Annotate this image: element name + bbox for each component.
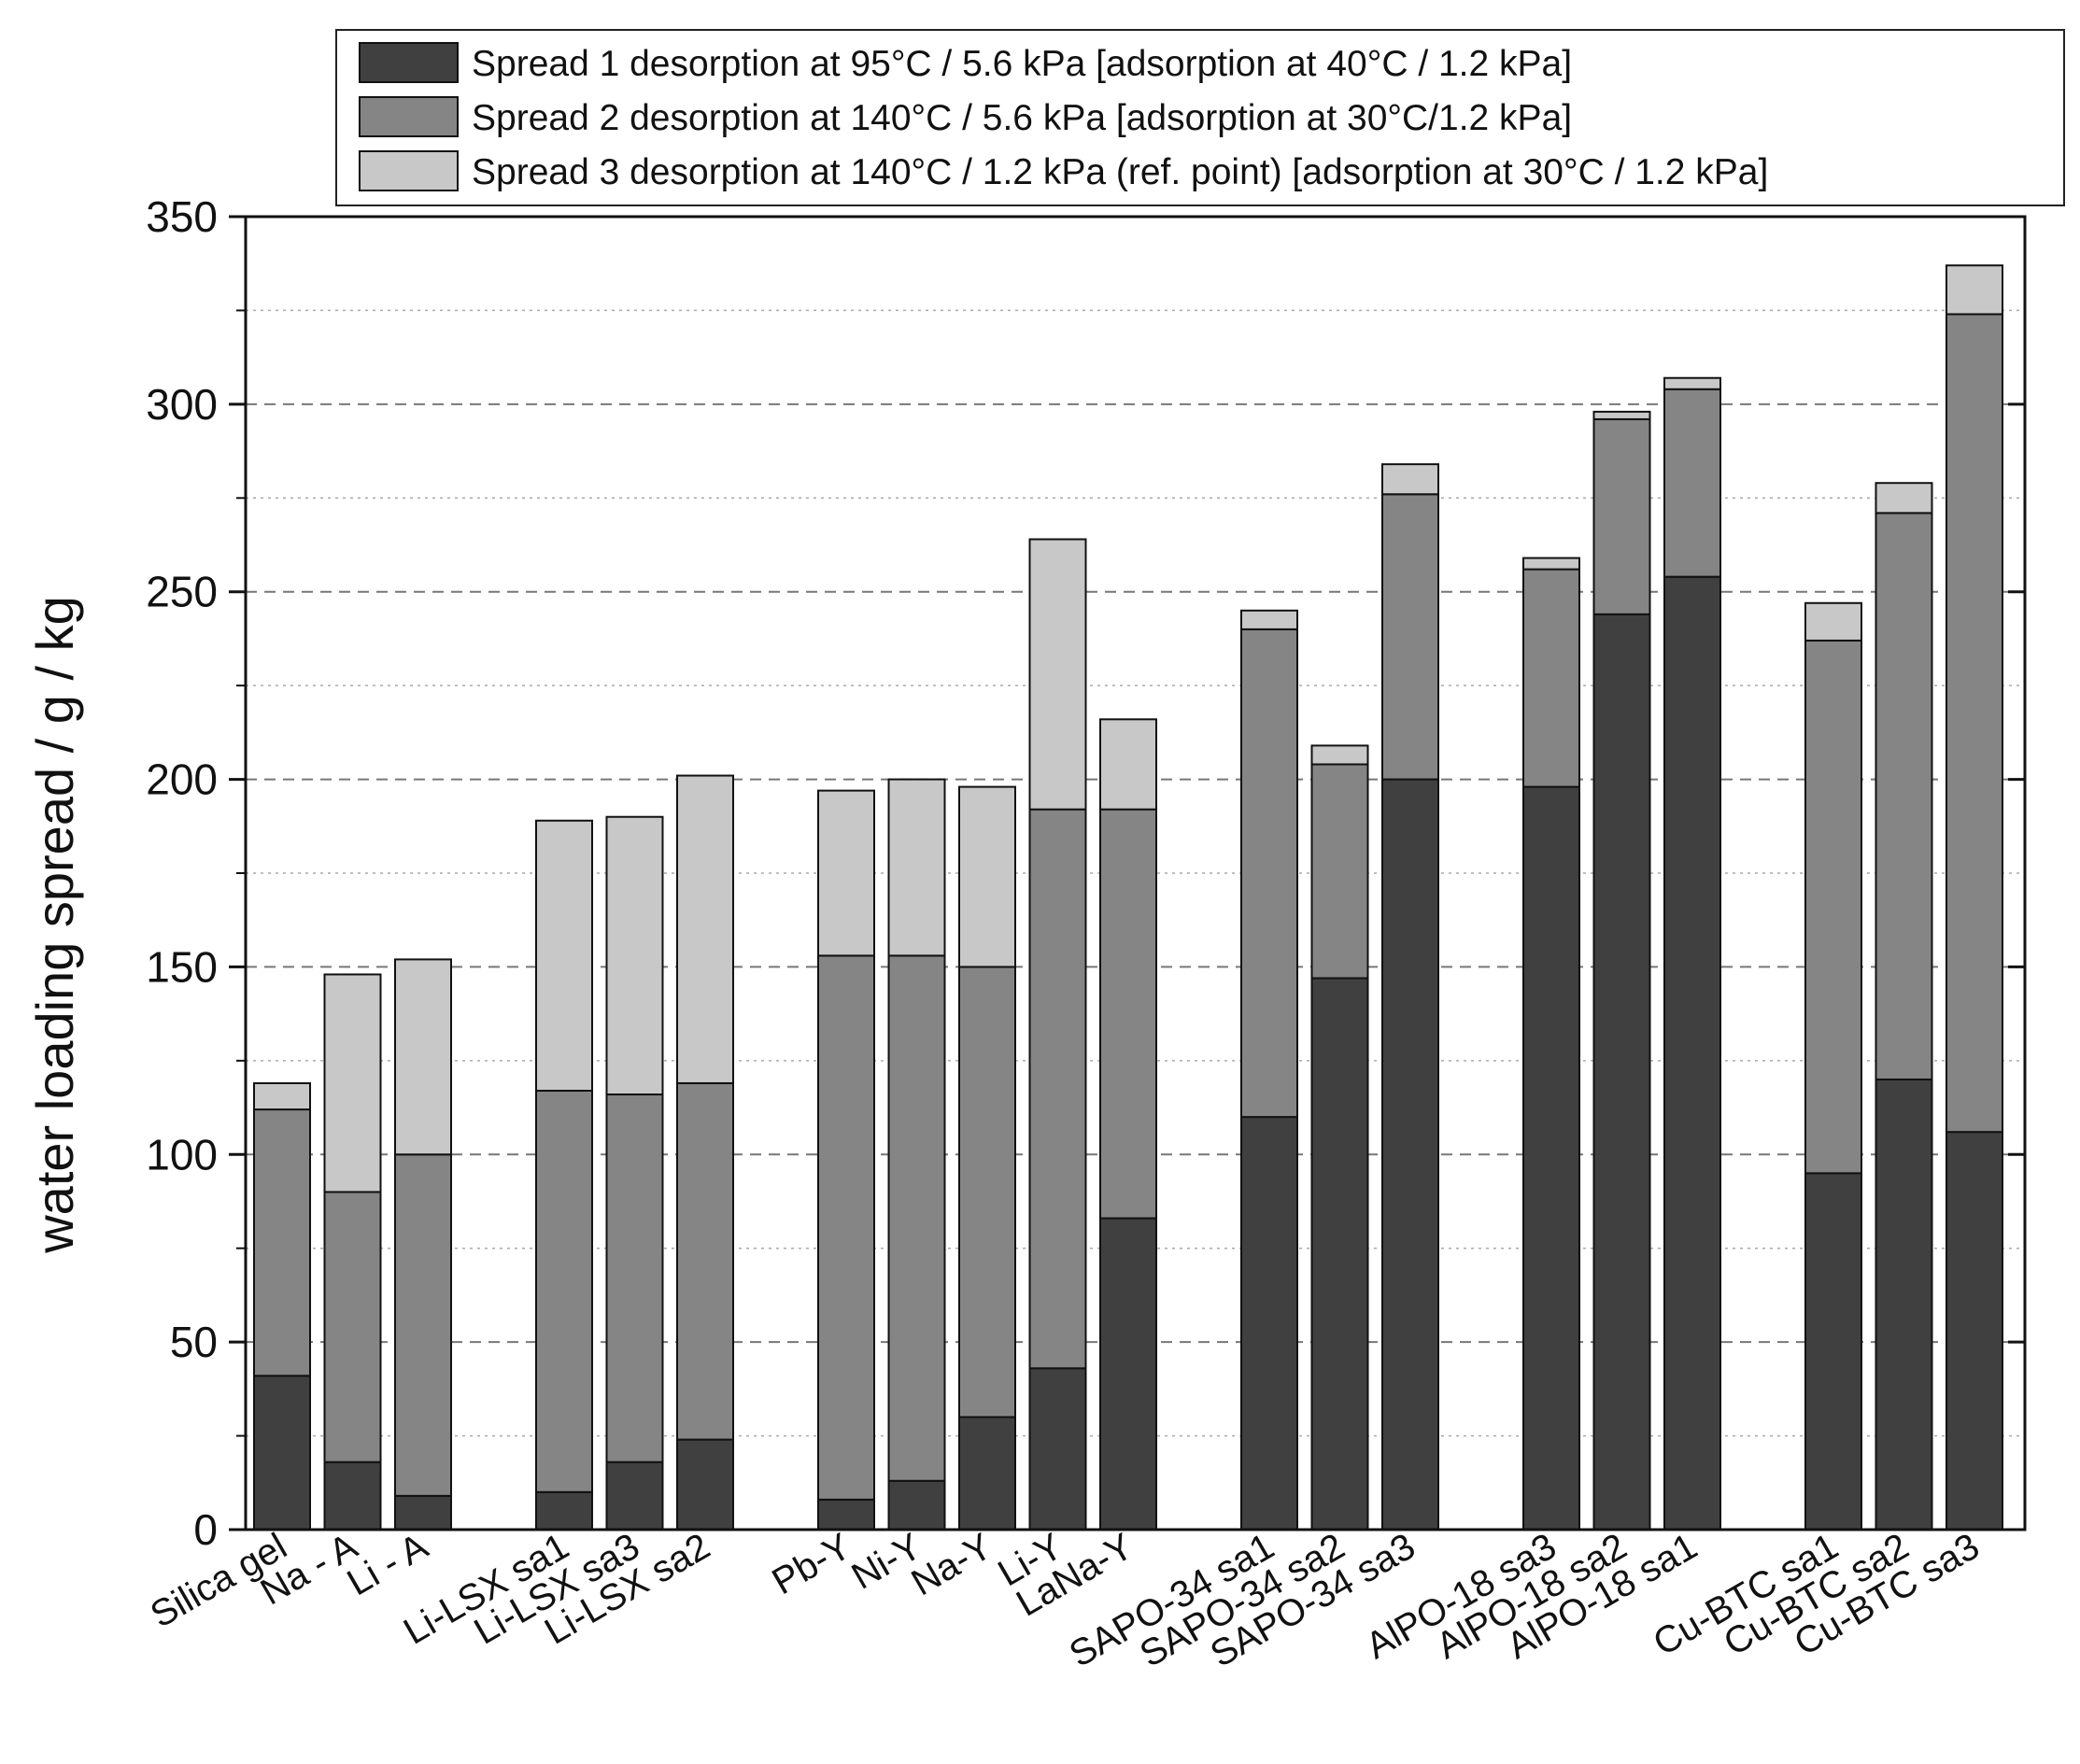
axes [229, 215, 2027, 1531]
bar-segment-spread-2 [1310, 763, 1369, 980]
legend-label-spread-3: Spread 3 desorption at 140°C / 1.2 kPa (… [472, 152, 1768, 192]
bar-segment-spread-3 [1099, 718, 1157, 811]
bar-segment-spread-2 [887, 954, 946, 1482]
bar-segment-spread-2 [605, 1094, 664, 1463]
bar-segment-spread-3 [1875, 482, 1933, 515]
legend-label-spread-1: Spread 1 desorption at 95°C / 5.6 kPa [a… [472, 44, 1572, 84]
bar-segment-spread-2 [676, 1081, 734, 1441]
bar-segment-spread-1 [1099, 1217, 1157, 1531]
bar-segment-spread-1 [605, 1461, 664, 1531]
tick-labels: 0 50 100 150 200 250 300 350 [146, 192, 218, 1554]
bar-segment-spread-2 [1663, 388, 1721, 578]
y-tick-label: 250 [146, 568, 218, 616]
bar-segment-spread-1 [1310, 977, 1369, 1531]
bar-segment-spread-1 [394, 1494, 452, 1531]
bar-segment-spread-2 [1522, 568, 1580, 788]
bar-segment-spread-1 [1240, 1116, 1298, 1531]
y-tick-label: 350 [146, 192, 218, 241]
bar-segment-spread-1 [1875, 1078, 1933, 1531]
y-tick-label: 150 [146, 942, 218, 991]
y-tick-label: 300 [146, 380, 218, 429]
bar-segment-spread-3 [323, 973, 382, 1193]
y-tick-label: 0 [193, 1505, 218, 1554]
bar-segment-spread-3 [605, 815, 664, 1096]
bar-segment-spread-3 [887, 778, 946, 957]
bar-segment-spread-3 [1592, 410, 1651, 420]
bar-segment-spread-2 [1592, 417, 1651, 615]
bar-segment-spread-3 [676, 774, 734, 1084]
bar-segment-spread-1 [958, 1416, 1016, 1531]
bar-segment-spread-3 [394, 958, 452, 1156]
bar-segment-spread-2 [958, 966, 1016, 1418]
bar-segment-spread-1 [817, 1498, 875, 1531]
bar-segment-spread-1 [1522, 785, 1580, 1531]
legend-swatch-spread-1 [359, 42, 459, 83]
bar-segment-spread-3 [1381, 463, 1439, 496]
bar-segment-spread-1 [1381, 778, 1439, 1531]
bar-segment-spread-1 [253, 1375, 311, 1531]
bar-segment-spread-2 [1028, 808, 1087, 1370]
bar-segment-spread-3 [535, 819, 593, 1092]
bar-segment-spread-2 [394, 1153, 452, 1497]
bar-segment-spread-2 [1946, 313, 2003, 1134]
category-label: Li - A [341, 1526, 435, 1604]
legend-frame [335, 29, 2065, 206]
y-tick-label: 50 [170, 1318, 218, 1366]
bar-segment-spread-1 [1946, 1131, 2003, 1531]
category-label: Pb-Y [765, 1526, 857, 1603]
bar-segment-spread-3 [817, 789, 875, 957]
bar-segment-spread-1 [676, 1438, 734, 1531]
bar-segment-spread-1 [1028, 1367, 1087, 1531]
bar-segment-spread-1 [1804, 1172, 1862, 1531]
bar-segment-spread-2 [1804, 639, 1862, 1175]
bar-segment-spread-3 [1028, 538, 1087, 811]
bar-segment-spread-2 [535, 1089, 593, 1493]
y-axis-title: water loading spread / g / kg [25, 596, 84, 1254]
bar-segment-spread-3 [1946, 264, 2003, 316]
y-tick-label: 200 [146, 755, 218, 804]
bar-segment-spread-3 [1804, 601, 1862, 642]
legend: Spread 1 desorption at 95°C / 5.6 kPa [a… [335, 29, 2065, 206]
bar-segment-spread-1 [535, 1490, 593, 1531]
bar-segment-spread-2 [1381, 493, 1439, 781]
bar-segment-spread-3 [1522, 557, 1580, 571]
bar-segment-spread-3 [958, 785, 1016, 968]
bar-segment-spread-2 [1875, 512, 1933, 1080]
legend-swatch-spread-3 [359, 150, 459, 191]
y-tick-label: 100 [146, 1130, 218, 1178]
legend-swatch-spread-2 [359, 96, 459, 137]
bar-segment-spread-2 [1240, 628, 1298, 1119]
bar-segment-spread-3 [253, 1081, 311, 1111]
bar-segment-spread-3 [1240, 609, 1298, 630]
bar-segment-spread-1 [1663, 575, 1721, 1531]
bar-segment-spread-2 [817, 954, 875, 1501]
bar-segment-spread-3 [1663, 376, 1721, 390]
bar-segment-spread-2 [253, 1108, 311, 1377]
bar-segment-spread-1 [1592, 613, 1651, 1531]
bar-segment-spread-1 [323, 1461, 382, 1531]
bar-segment-spread-2 [1099, 808, 1157, 1220]
bars [253, 264, 2003, 1531]
bar-segment-spread-1 [887, 1479, 946, 1531]
legend-label-spread-2: Spread 2 desorption at 140°C / 5.6 kPa [… [472, 98, 1572, 138]
category-label: Na-Y [905, 1526, 999, 1604]
bar-segment-spread-2 [323, 1191, 382, 1463]
bar-segment-spread-3 [1310, 744, 1369, 766]
